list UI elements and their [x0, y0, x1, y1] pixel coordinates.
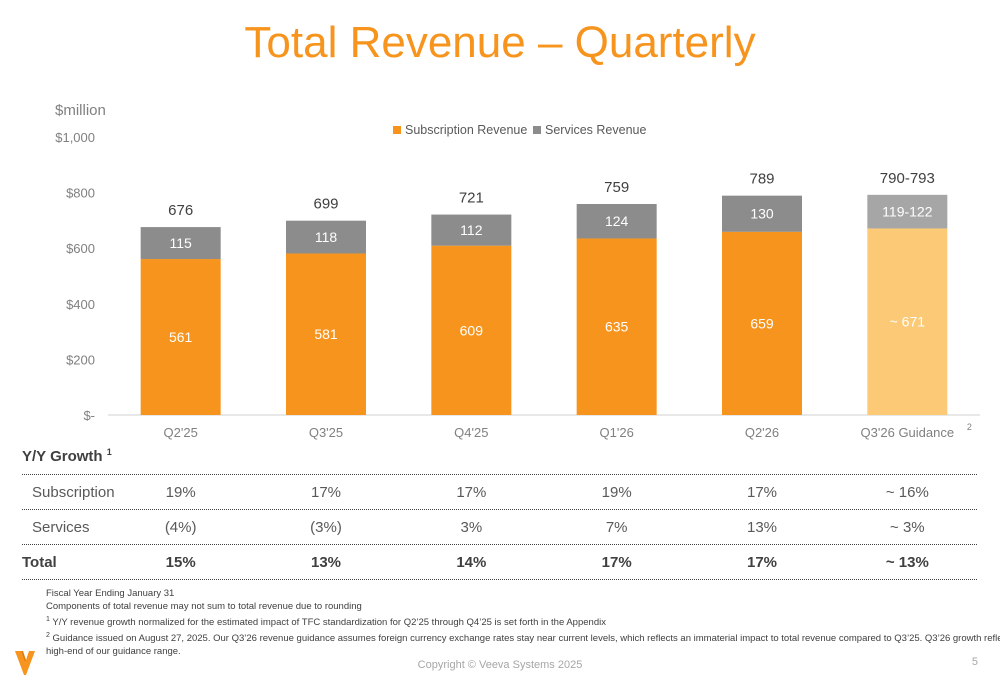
footnote-fiscal-year: Fiscal Year Ending January 31 [46, 588, 175, 599]
growth-row-total: Total 15% 13% 14% 17% 17% ~ 13% [22, 545, 977, 580]
growth-cell: (3%) [310, 519, 342, 536]
growth-cell: 17% [310, 484, 342, 501]
y-tick-label: $- [83, 408, 95, 423]
bar-services [286, 220, 366, 254]
data-label-total: 790-793 [880, 170, 935, 187]
footnotes: Fiscal Year Ending January 31 Components… [46, 587, 1000, 658]
growth-cell: 17% [746, 554, 778, 571]
data-label-services: 112 [460, 222, 483, 238]
y-tick-label: $600 [66, 241, 95, 256]
data-label-total: 759 [604, 179, 629, 196]
growth-cell: 14% [456, 554, 487, 571]
data-label-total: 789 [749, 171, 774, 188]
growth-cell: 13% [746, 519, 778, 536]
x-tick-label: Q2'26 [745, 425, 779, 440]
veeva-logo-icon [15, 651, 35, 675]
x-tick-label: Q1'26 [600, 425, 634, 440]
footnote-rounding: Components of total revenue may not sum … [46, 601, 362, 612]
data-label-subscription: 635 [605, 319, 629, 335]
bar-subscription [286, 253, 366, 415]
growth-cell: 13% [310, 554, 342, 571]
growth-cell: 15% [165, 554, 196, 571]
data-label-subscription: 659 [750, 315, 774, 331]
x-tick-label: Q2'25 [164, 425, 198, 440]
bar-subscription [722, 231, 802, 415]
growth-cell: 17% [601, 554, 632, 571]
x-tick-label: Q4'25 [454, 425, 488, 440]
growth-cell: ~ 13% [885, 554, 929, 571]
growth-row-label: Total [22, 554, 57, 571]
y-tick-label: $200 [66, 352, 95, 367]
y-tick-label: $800 [66, 186, 95, 201]
growth-cell: (4%) [164, 519, 197, 536]
data-label-services: 124 [605, 213, 629, 229]
data-label-subscription: ~ 671 [890, 314, 926, 330]
growth-cell: ~ 3% [890, 519, 925, 536]
data-label-subscription: 581 [314, 326, 338, 342]
growth-cell: 17% [456, 484, 487, 501]
legend-swatch [393, 126, 401, 134]
bar-services [722, 195, 802, 232]
bar-subscription [867, 228, 948, 415]
growth-cell: 3% [460, 519, 483, 536]
bar-services [867, 194, 948, 229]
x-tick-label: Q3'25 [309, 425, 343, 440]
y-tick-label: $1,000 [55, 130, 95, 145]
data-label-subscription: 561 [169, 329, 193, 345]
growth-row-label: Subscription [32, 484, 115, 501]
bar-subscription [576, 238, 657, 415]
footnote-2-text: Guidance issued on August 27, 2025. Our … [49, 633, 1000, 645]
page-title: Total Revenue – Quarterly [244, 18, 756, 67]
growth-row-subscription: Subscription 19% 17% 17% 19% 17% ~ 16% [22, 474, 977, 510]
data-label-services: 130 [750, 206, 774, 222]
data-label-services: 115 [170, 235, 193, 251]
footnote-2: 2 Guidance issued on August 27, 2025. Ou… [46, 629, 1000, 645]
growth-row-services: Services (4%) (3%) 3% 7% 13% ~ 3% [22, 510, 977, 545]
x-tick-label: Q3'26 Guidance [861, 425, 955, 440]
legend-swatch [533, 126, 541, 134]
bar-services [576, 203, 657, 239]
growth-cell: ~ 16% [885, 484, 929, 501]
growth-cell: 17% [746, 484, 778, 501]
bar-services [431, 214, 512, 246]
growth-cell: 7% [605, 519, 628, 536]
copyright: Copyright © Veeva Systems 2025 [417, 659, 583, 671]
bar-subscription [431, 245, 512, 415]
growth-row-label: Services [32, 519, 90, 536]
growth-title-footnote-marker: 1 [106, 447, 112, 457]
y-axis-unit-label: $million [55, 102, 106, 119]
legend-label: Services Revenue [545, 123, 646, 137]
data-label-services: 118 [315, 229, 338, 245]
data-label-services: 119-122 [882, 204, 933, 220]
footnote-1-marker: 1 [46, 616, 50, 623]
growth-cell: 19% [601, 484, 632, 501]
x-tick-footnote-marker: 2 [967, 422, 972, 432]
footnote-2-continued: high-end of our guidance range. [46, 646, 181, 658]
data-label-total: 721 [459, 190, 484, 207]
legend-label: Subscription Revenue [405, 123, 527, 137]
revenue-chart: $million $- $200 $400 $600 $800 $1,000 Subscrip… [55, 102, 980, 440]
data-label-total: 699 [313, 196, 338, 213]
data-label-total: 676 [168, 202, 193, 219]
growth-title: Y/Y Growth 1 [22, 447, 112, 465]
growth-table: Subscription 19% 17% 17% 19% 17% ~ 16% Services… [22, 474, 977, 580]
footnote-1: 1 Y/Y revenue growth normalized for the … [46, 613, 946, 629]
footnote-2-marker: 2 [46, 632, 50, 640]
page-number: 5 [971, 656, 978, 668]
bar-services [140, 227, 221, 260]
bar-subscription [140, 259, 221, 415]
growth-title-text: Y/Y Growth [22, 448, 103, 465]
footnote-1-text: Y/Y revenue growth normalized for the es… [49, 617, 606, 629]
growth-cell: 19% [165, 484, 196, 501]
y-tick-label: $400 [66, 297, 95, 312]
data-label-subscription: 609 [460, 322, 484, 338]
